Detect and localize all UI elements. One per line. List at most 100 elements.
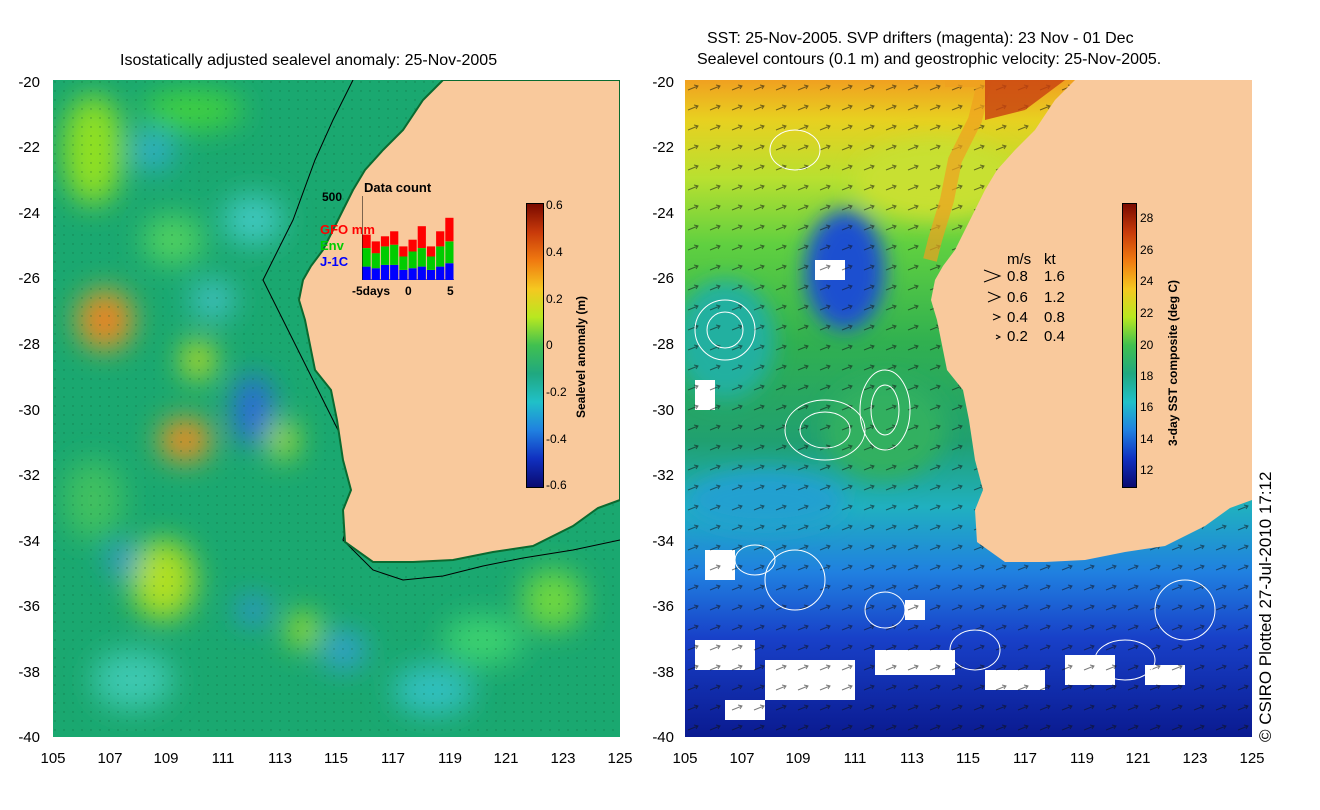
sst-tick: 20 [1140,338,1154,352]
velocity-ms: 0.8 [1007,268,1028,285]
count-bar-gfo [417,226,426,248]
count-bar-env [380,246,390,265]
count-bar-env [408,251,417,269]
lat-tick: -32 [652,467,674,484]
count-x-label-start: -5days [352,284,391,298]
velocity-arrow-icon [995,334,1002,340]
sst-tick: 28 [1140,211,1154,225]
lon-tick: 123 [550,750,576,767]
credit-text: © CSIRO Plotted 27-Jul-2010 17:12 [1256,471,1275,742]
sst-colorbar-gradient [1122,203,1137,488]
count-bar-j1c [426,269,436,280]
count-bar-j1c [417,266,426,280]
left-panel-title: Isostatically adjusted sealevel anomaly:… [120,52,498,69]
sealevel-tick: 0.2 [546,292,563,306]
count-bar-gfo [399,246,408,257]
velocity-kt: 1.2 [1044,289,1065,306]
count-bar-gfo [371,241,380,254]
lat-tick: -28 [18,336,40,353]
lon-tick: 119 [1070,750,1094,767]
lon-tick: 125 [1239,750,1265,767]
sst-tick: 18 [1140,369,1154,383]
velocity-header-kt: kt [1044,251,1056,268]
lat-tick: -34 [652,533,674,550]
velocity-ms: 0.4 [1007,309,1028,326]
count-bar-gfo [445,217,454,242]
count-bar-env [371,253,380,269]
data-count-bars [362,196,454,280]
lat-tick: -24 [652,205,674,222]
sealevel-colorbar-gradient [526,203,544,488]
velocity-kt: 0.4 [1044,328,1065,345]
sealevel-tick: -0.4 [546,432,567,446]
lon-tick: 107 [97,750,123,767]
lat-tick: -36 [652,598,674,615]
velocity-arrow-icon [987,291,1002,303]
legend-env: Env [320,238,344,253]
count-x-label-end: 5 [447,284,454,298]
lat-tick: -20 [652,74,674,91]
count-bar-j1c [371,268,380,280]
sst-tick: 24 [1140,274,1154,288]
sst-tick: 14 [1140,432,1154,446]
count-x-label-mid: 0 [405,284,412,298]
lon-tick: 121 [493,750,519,767]
count-bar-gfo [380,236,390,247]
count-bar-env [390,244,399,265]
lat-tick: -30 [18,402,40,419]
count-bar-j1c [408,268,417,280]
lon-tick: 123 [1182,750,1208,767]
velocity-arrow-icons [983,269,1002,340]
legend-j1c: J-1C [320,254,349,269]
right-panel-title-line2: Sealevel contours (0.1 m) and geostrophi… [697,51,1162,68]
lat-tick: -34 [18,533,40,550]
lon-tick: 125 [607,750,633,767]
lon-tick: 121 [1125,750,1151,767]
lon-tick: 111 [211,750,235,767]
count-bar-env [362,248,371,267]
count-bar-gfo [426,246,436,257]
lon-tick: 113 [900,750,924,767]
count-bar-gfo [390,231,399,245]
sst-tick: 22 [1140,306,1154,320]
lon-tick: 109 [153,750,179,767]
lon-tick: 115 [956,750,980,767]
count-bar-j1c [445,263,454,280]
sealevel-tick: 0 [546,338,553,352]
sst-tick: 16 [1140,400,1154,414]
count-bar-env [399,256,408,270]
sealevel-tick: 0.6 [546,198,563,212]
right-panel-title-line1: SST: 25-Nov-2005. SVP drifters (magenta)… [707,30,1134,47]
count-bar-j1c [390,264,399,280]
count-bar-env [445,241,454,264]
lon-tick: 105 [672,750,698,767]
lon-tick: 109 [785,750,811,767]
count-bar-j1c [399,269,408,280]
data-count-title: Data count [364,180,432,195]
sst-tick: 12 [1140,463,1154,477]
count-bar-gfo [408,239,417,252]
lat-tick: -28 [652,336,674,353]
sst-colorbar-label: 3-day SST composite (deg C) [1166,279,1180,446]
lon-tick: 113 [268,750,292,767]
lat-tick: -32 [18,467,40,484]
count-bar-env [417,248,426,267]
lat-tick: -40 [652,729,674,746]
lat-tick: -40 [18,729,40,746]
count-bar-j1c [436,266,445,280]
count-bar-j1c [380,264,390,280]
lat-tick: -26 [18,270,40,287]
lat-tick: -22 [652,139,674,156]
velocity-arrow-icon [983,269,1002,283]
australia-land-right [931,80,1252,562]
lat-tick: -20 [18,74,40,91]
velocity-kt: 0.8 [1044,309,1065,326]
sst-tick: 26 [1140,243,1154,257]
data-count-max: 500 [322,190,343,204]
velocity-header-ms: m/s [1007,251,1032,268]
sealevel-tick: -0.2 [546,385,567,399]
count-bar-env [426,256,436,270]
velocity-ms: 0.6 [1007,289,1028,306]
lat-tick: -30 [652,402,674,419]
count-bar-j1c [362,266,371,280]
